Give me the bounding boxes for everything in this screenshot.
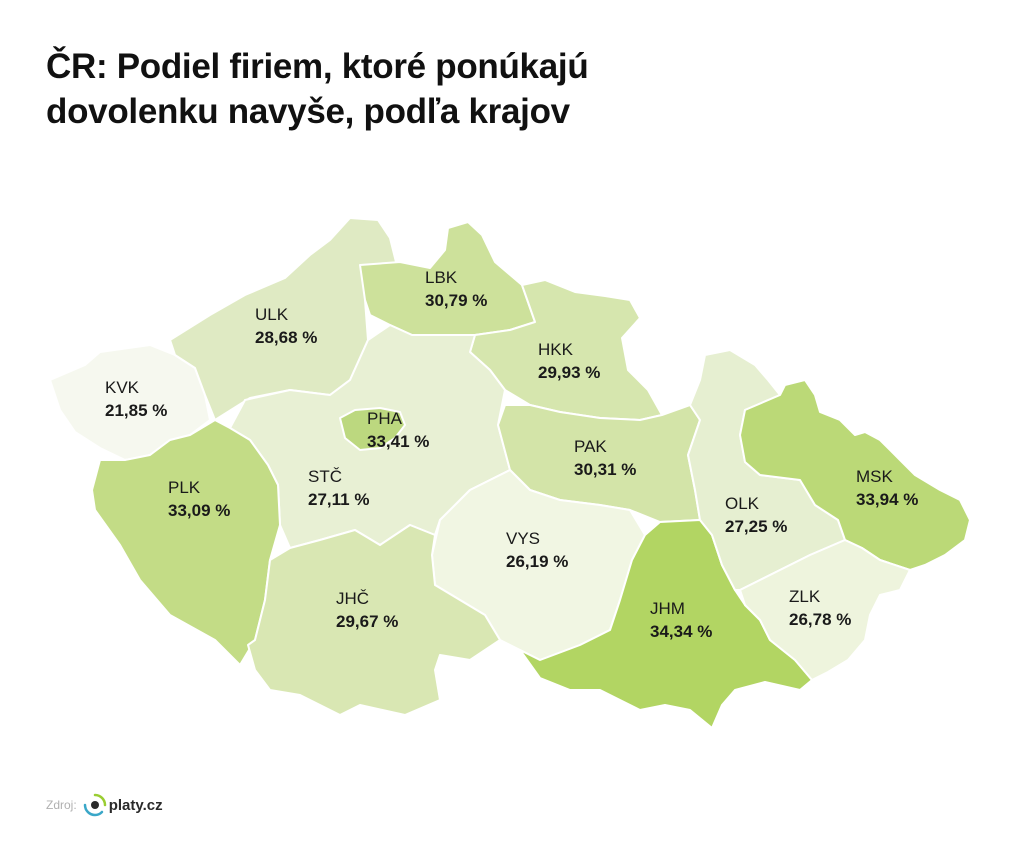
region-pha[interactable]	[339, 407, 406, 451]
region-code-label: PLK	[168, 478, 201, 497]
regions-layer	[49, 217, 971, 729]
region-value-label: 30,79 %	[425, 291, 487, 310]
region-label-vys: VYS 26,19 %	[506, 529, 568, 571]
region-code-label: VYS	[506, 529, 540, 548]
region-label-hkk: HKK 29,93 %	[538, 340, 600, 382]
region-value-label: 34,34 %	[650, 622, 712, 641]
region-code-label: KVK	[105, 378, 140, 397]
region-code-label: JHČ	[336, 589, 369, 608]
region-value-label: 21,85 %	[105, 401, 167, 420]
region-value-label: 26,78 %	[789, 610, 851, 629]
region-code-label: PAK	[574, 437, 607, 456]
region-label-msk: MSK 33,94 %	[856, 467, 918, 509]
region-label-zlk: ZLK 26,78 %	[789, 587, 851, 629]
region-msk[interactable]	[739, 379, 971, 571]
region-label-plk: PLK 33,09 %	[168, 478, 230, 520]
region-jhc[interactable]	[247, 524, 501, 716]
region-kvk[interactable]	[49, 344, 211, 461]
source-label: Zdroj:	[46, 798, 77, 812]
chart-title-line-2: dovolenku navyše, podľa krajov	[46, 92, 570, 131]
region-label-lbk: LBK 30,79 %	[425, 268, 487, 310]
region-code-label: MSK	[856, 467, 894, 486]
region-label-olk: OLK 27,25 %	[725, 494, 787, 536]
region-label-kvk: KVK 21,85 %	[105, 378, 167, 420]
region-code-label: JHM	[650, 599, 685, 618]
region-value-label: 29,67 %	[336, 612, 398, 631]
region-code-label: ULK	[255, 305, 289, 324]
chart-title: ČR: Podiel firiem, ktoré ponúkajú dovole…	[46, 44, 746, 134]
source-credit: Zdroj: platy.cz	[46, 792, 163, 818]
region-value-label: 29,93 %	[538, 363, 600, 382]
labels-layer: KVK 21,85 % ULK 28,68 % LBK 30,79 % HKK 29,93 %…	[105, 268, 918, 641]
platy-logo-icon	[83, 793, 106, 817]
region-code-label: OLK	[725, 494, 760, 513]
region-label-jhm: JHM 34,34 %	[650, 599, 712, 641]
region-value-label: 28,68 %	[255, 328, 317, 347]
region-value-label: 33,94 %	[856, 490, 918, 509]
chart-title-line-1: ČR: Podiel firiem, ktoré ponúkajú	[46, 47, 589, 86]
region-value-label: 33,41 %	[367, 432, 429, 451]
region-value-label: 27,25 %	[725, 517, 787, 536]
region-value-label: 27,11 %	[308, 490, 369, 509]
region-label-stc: STČ 27,11 %	[308, 467, 369, 509]
region-code-label: STČ	[308, 467, 342, 486]
region-label-jhc: JHČ 29,67 %	[336, 589, 398, 631]
region-code-label: PHA	[367, 409, 403, 428]
region-code-label: LBK	[425, 268, 458, 287]
region-zlk[interactable]	[739, 539, 911, 681]
region-value-label: 26,19 %	[506, 552, 568, 571]
source-brand-link[interactable]: platy.cz	[108, 796, 163, 814]
region-plk[interactable]	[91, 419, 281, 666]
region-label-pha: PHA 33,41 %	[367, 409, 429, 451]
region-label-pak: PAK 30,31 %	[574, 437, 636, 479]
region-value-label: 33,09 %	[168, 501, 230, 520]
region-label-ulk: ULK 28,68 %	[255, 305, 317, 347]
region-hkk[interactable]	[469, 279, 663, 421]
region-value-label: 30,31 %	[574, 460, 636, 479]
region-code-label: HKK	[538, 340, 574, 359]
region-code-label: ZLK	[789, 587, 821, 606]
